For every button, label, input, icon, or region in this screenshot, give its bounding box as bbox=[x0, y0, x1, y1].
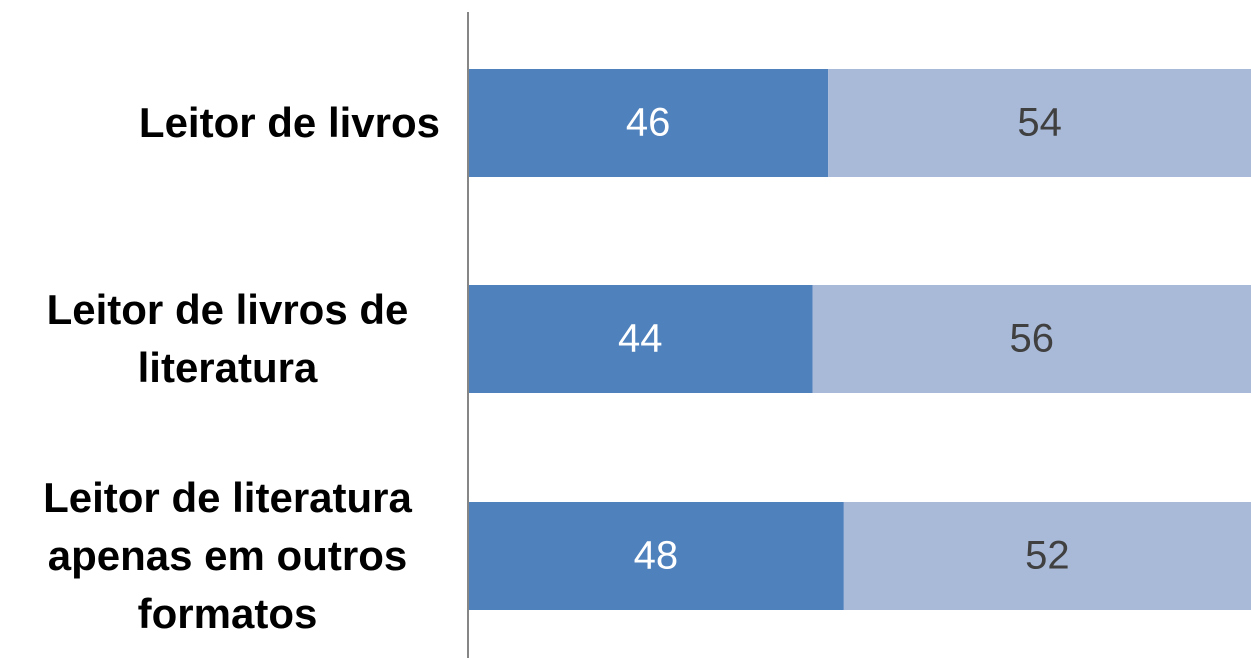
value-label: 44 bbox=[618, 317, 663, 361]
value-label: 46 bbox=[626, 101, 671, 145]
category-label-box: Leitor de livros bbox=[0, 23, 440, 223]
category-label-box: Leitor de livros de literatura bbox=[0, 239, 440, 439]
bar-segment bbox=[468, 69, 829, 177]
category-label: Leitor de livros de literatura bbox=[46, 286, 409, 391]
category-label: Leitor de livros bbox=[138, 99, 440, 146]
bar-segment bbox=[843, 502, 1251, 610]
category-label: Leitor de literatura apenas em outros fo… bbox=[43, 474, 412, 637]
category-label-box: Leitor de literatura apenas em outros fo… bbox=[0, 456, 440, 656]
bar-segment bbox=[828, 69, 1251, 177]
value-label: 48 bbox=[634, 534, 679, 578]
value-label: 56 bbox=[1010, 317, 1055, 361]
bar-segment bbox=[468, 285, 813, 393]
bar-segment bbox=[812, 285, 1251, 393]
value-label: 54 bbox=[1017, 101, 1062, 145]
bar-segment bbox=[468, 502, 844, 610]
value-label: 52 bbox=[1025, 534, 1070, 578]
